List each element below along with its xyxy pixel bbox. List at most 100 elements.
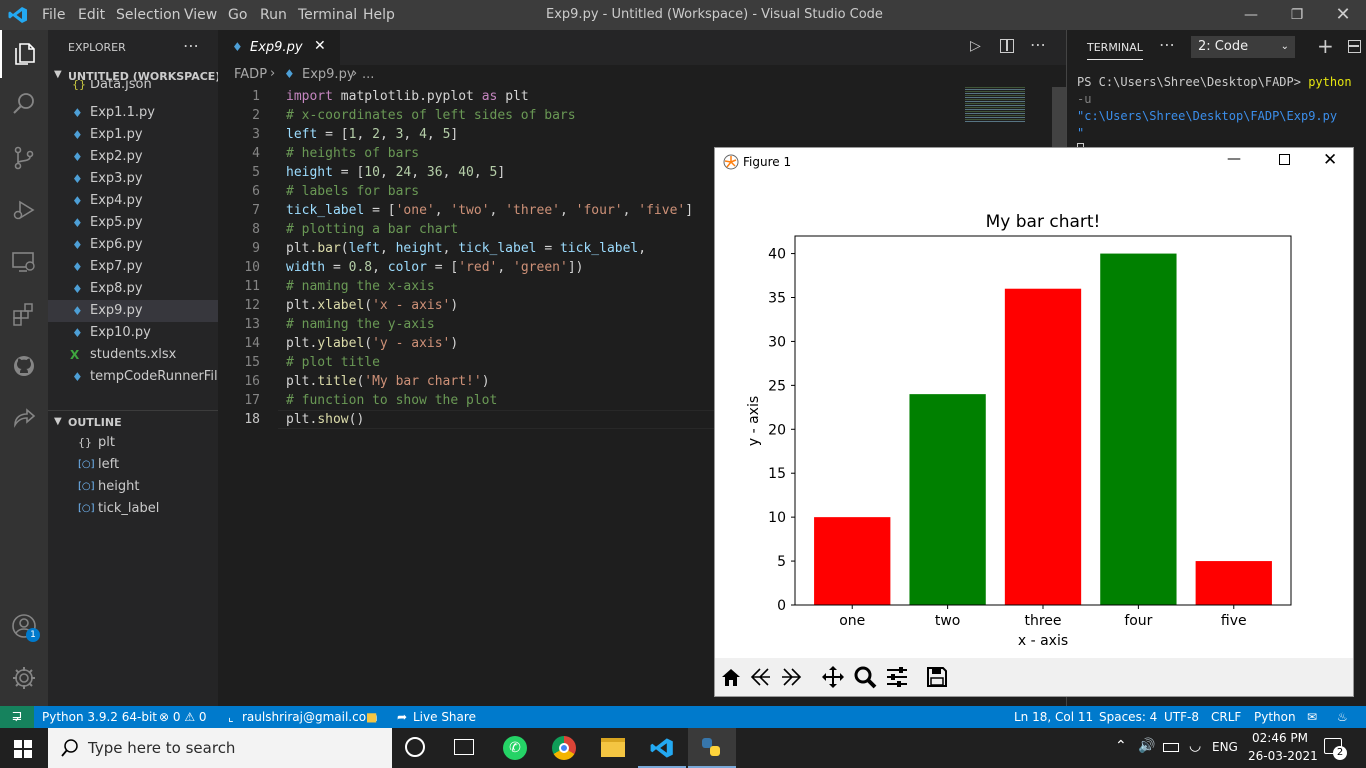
restore-button[interactable]: ❐ [1290, 7, 1304, 23]
extensions-icon[interactable] [0, 290, 48, 338]
taskbar-search-box[interactable]: Type here to search [48, 728, 392, 768]
menu-run[interactable]: Run [260, 7, 287, 23]
status-encoding[interactable]: UTF-8 [1164, 710, 1199, 724]
menu-terminal[interactable]: Terminal [298, 7, 358, 23]
split-terminal-icon[interactable] [1348, 40, 1361, 53]
code-line[interactable]: import matplotlib.pyplot as plt [286, 89, 529, 104]
file-item[interactable]: ♦ tempCodeRunnerFil... [48, 366, 218, 388]
home-icon[interactable] [716, 662, 746, 692]
outline-item-tick-label[interactable]: [○] tick_label [48, 498, 218, 520]
status-eol[interactable]: CRLF [1211, 710, 1242, 724]
chrome-icon[interactable] [552, 736, 576, 760]
figure-close-button[interactable]: ✕ [1323, 150, 1338, 170]
explorer-more-button[interactable]: ⋯ [183, 36, 199, 55]
tab-close-icon[interactable]: ✕ [314, 38, 326, 54]
terminal-output[interactable]: PS C:\Users\Shree\Desktop\FADP> python -… [1077, 74, 1357, 159]
file-item[interactable]: ♦ Exp1.py [48, 124, 218, 146]
code-line[interactable]: # plotting a bar chart [286, 222, 459, 237]
editor-more-icon[interactable]: ⋯ [1030, 35, 1046, 54]
outline-chevron-icon[interactable]: ▼ [54, 416, 62, 427]
search-icon[interactable] [0, 80, 48, 128]
vscode-taskbar-icon[interactable] [638, 728, 686, 768]
windows-start-icon[interactable] [14, 740, 32, 758]
code-line[interactable]: plt.title('My bar chart!') [286, 374, 490, 389]
code-line[interactable]: # naming the y-axis [286, 317, 435, 332]
menu-edit[interactable]: Edit [78, 7, 106, 23]
pan-icon[interactable] [818, 662, 848, 692]
status-account[interactable]: raulshriraj@gmail.com [242, 710, 378, 724]
breadcrumb-file[interactable]: Exp9.py [302, 67, 355, 82]
code-line[interactable]: # naming the x-axis [286, 279, 435, 294]
back-arrow-icon[interactable] [746, 662, 776, 692]
workspace-chevron-icon[interactable]: ▼ [54, 69, 62, 80]
python-taskbar-icon[interactable] [688, 728, 736, 768]
file-item[interactable]: ♦ Exp7.py [48, 256, 218, 278]
status-language[interactable]: Python [1254, 710, 1296, 724]
code-line[interactable]: # function to show the plot [286, 393, 498, 408]
code-line[interactable]: # x-coordinates of left sides of bars [286, 108, 576, 123]
figure-maximize-button[interactable] [1279, 154, 1290, 165]
file-item[interactable]: ♦ Exp1.1.py [48, 102, 218, 124]
split-editor-icon[interactable] [1000, 39, 1014, 53]
remote-indicator-icon[interactable]: ⋥ [0, 706, 34, 728]
code-line[interactable]: tick_label = ['one', 'two', 'three', 'fo… [286, 203, 694, 218]
code-line[interactable]: plt.xlabel('x - axis') [286, 298, 459, 313]
status-cursor-position[interactable]: Ln 18, Col 11 [1014, 710, 1094, 724]
accounts-icon[interactable]: 1 [0, 602, 48, 650]
file-explorer-icon[interactable] [601, 738, 625, 757]
file-data-json[interactable]: {} Data.json [48, 80, 218, 92]
code-line[interactable]: # labels for bars [286, 184, 420, 199]
code-line[interactable]: width = 0.8, color = ['red', 'green']) [286, 260, 584, 275]
volume-icon[interactable]: 🔊 [1138, 738, 1156, 754]
menu-view[interactable]: View [184, 7, 218, 23]
live-share-icon[interactable] [0, 394, 48, 442]
show-hidden-icons[interactable]: ⌃ [1115, 738, 1127, 754]
menu-go[interactable]: Go [228, 7, 248, 23]
file-item[interactable]: ♦ Exp2.py [48, 146, 218, 168]
status-live-share[interactable]: Live Share [413, 710, 476, 724]
close-button[interactable]: ✕ [1335, 4, 1351, 25]
settings-gear-icon[interactable] [0, 654, 48, 702]
code-line[interactable]: plt.bar(left, height, tick_label = tick_… [286, 241, 647, 256]
language-indicator[interactable]: ENG [1212, 740, 1238, 754]
code-line[interactable]: left = [1, 2, 3, 4, 5] [286, 127, 459, 142]
run-file-icon[interactable]: ▷ [970, 38, 981, 54]
minimize-button[interactable]: — [1244, 7, 1258, 23]
notifications-bell-icon[interactable]: ♨ [1337, 710, 1348, 724]
code-line[interactable]: height = [10, 24, 36, 40, 5] [286, 165, 506, 180]
clock-time[interactable]: 02:46 PM [1252, 731, 1308, 745]
code-line[interactable]: # plot title [286, 355, 380, 370]
status-indentation[interactable]: Spaces: 4 [1099, 710, 1158, 724]
battery-icon[interactable] [1163, 743, 1179, 752]
outline-item-left[interactable]: [○] left [48, 454, 218, 476]
outline-item-plt[interactable]: {} plt [48, 432, 218, 454]
code-line[interactable]: plt.show() [286, 412, 365, 427]
menu-help[interactable]: Help [363, 7, 395, 23]
remote-explorer-icon[interactable] [0, 238, 48, 286]
wifi-icon[interactable]: ◡ [1189, 738, 1202, 754]
minimap[interactable] [962, 87, 1054, 127]
status-python-interpreter[interactable]: Python 3.9.2 64-bit [42, 710, 158, 724]
run-debug-icon[interactable] [0, 186, 48, 234]
task-view-icon[interactable] [454, 739, 474, 755]
file-item[interactable]: ♦ Exp10.py [48, 322, 218, 344]
outline-item-height[interactable]: [○] height [48, 476, 218, 498]
workspace-header[interactable]: UNTITLED (WORKSPACE) [68, 70, 221, 83]
terminal-more-icon[interactable]: ⋯ [1159, 35, 1175, 54]
zoom-icon[interactable] [850, 662, 880, 692]
code-line[interactable]: # heights of bars [286, 146, 420, 161]
whatsapp-icon[interactable]: ✆ [503, 736, 527, 760]
cortana-icon[interactable] [405, 737, 425, 757]
file-item[interactable]: ♦ Exp3.py [48, 168, 218, 190]
clock-date[interactable]: 26-03-2021 [1248, 749, 1318, 763]
file-item[interactable]: ♦ Exp5.py [48, 212, 218, 234]
explorer-icon[interactable] [0, 30, 48, 78]
file-item[interactable]: ♦ Exp4.py [48, 190, 218, 212]
editor-scrollbar[interactable] [1052, 87, 1066, 147]
menu-file[interactable]: File [42, 7, 66, 23]
figure-minimize-button[interactable]: — [1227, 151, 1241, 167]
status-problems[interactable]: ⊗ 0 ⚠ 0 [159, 710, 207, 724]
terminal-selector[interactable]: 2: Code ⌄ [1191, 36, 1295, 58]
forward-arrow-icon[interactable] [776, 662, 806, 692]
